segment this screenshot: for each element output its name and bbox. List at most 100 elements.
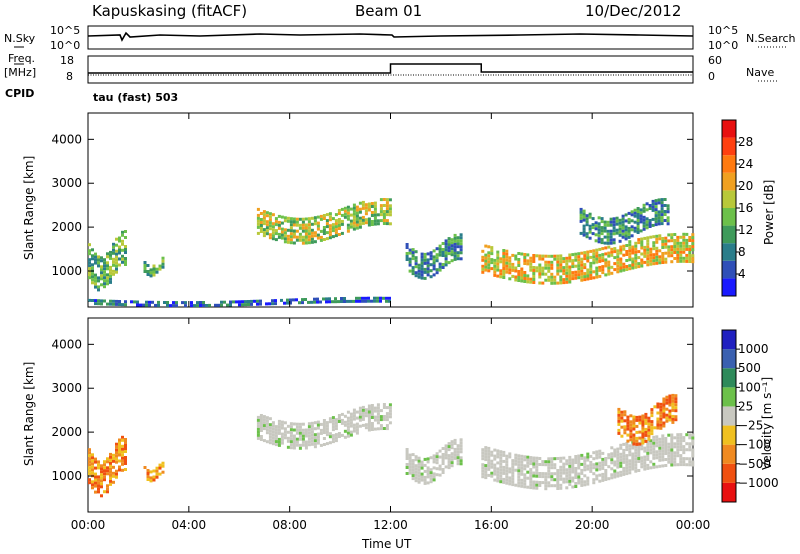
data-cell (121, 233, 124, 237)
data-cell (685, 244, 689, 248)
data-cell (438, 455, 442, 459)
data-cell (651, 199, 655, 203)
data-cell (652, 438, 656, 442)
data-cell (112, 263, 115, 267)
data-cell (520, 460, 524, 464)
data-cell (629, 429, 633, 433)
data-cell (484, 467, 488, 471)
data-cell (444, 242, 448, 246)
data-cell (367, 428, 371, 432)
noise-tick-bottom: 10^0 (50, 39, 81, 52)
data-cell (574, 473, 578, 476)
data-cell (553, 457, 557, 461)
data-cell (670, 442, 674, 446)
data-cell (496, 467, 500, 471)
data-cell (502, 261, 506, 264)
data-cell (268, 233, 272, 237)
data-cell (656, 420, 660, 424)
data-cell (529, 486, 533, 490)
data-cell (520, 454, 524, 458)
data-cell (453, 257, 457, 261)
data-cell (88, 454, 91, 458)
data-cell (612, 229, 616, 233)
data-cell (568, 479, 572, 483)
data-cell (441, 468, 445, 471)
data-cell (298, 443, 302, 447)
data-cell (606, 220, 610, 224)
data-cell (423, 258, 427, 262)
data-cell (124, 260, 127, 263)
data-cell (334, 219, 338, 223)
xtick-label: 00:00 (71, 518, 106, 532)
data-cell (640, 243, 644, 247)
data-cell (298, 217, 302, 221)
data-cell (426, 270, 430, 274)
data-cell (609, 235, 613, 239)
data-cell (643, 236, 647, 240)
data-cell (682, 460, 686, 464)
data-cell (355, 226, 359, 230)
data-cell (592, 276, 596, 280)
data-cell (325, 237, 329, 241)
data-cell (635, 442, 639, 446)
data-cell (94, 490, 97, 494)
data-cell (265, 419, 269, 423)
data-cell (385, 299, 388, 303)
data-cell (657, 210, 661, 214)
data-cell (671, 417, 675, 421)
data-cell (508, 271, 512, 275)
data-cell (651, 208, 655, 212)
data-cell (487, 260, 491, 264)
data-cell (487, 455, 491, 459)
data-cell (331, 217, 335, 221)
data-cell (679, 454, 683, 458)
data-cell (88, 270, 91, 274)
data-cell (313, 300, 316, 304)
data-cell (594, 233, 598, 237)
data-cell (484, 455, 488, 459)
data-cell (600, 238, 604, 242)
data-cell (601, 457, 605, 461)
data-cell (447, 237, 451, 241)
data-cell (490, 450, 494, 454)
data-cell (441, 242, 445, 245)
data-cell (647, 416, 651, 420)
data-cell (643, 446, 647, 450)
data-cell (121, 435, 124, 439)
data-cell (289, 220, 293, 224)
data-cell (307, 300, 310, 304)
data-cell (259, 224, 263, 227)
data-cell (562, 462, 566, 466)
data-cell (610, 473, 614, 477)
data-cell (490, 246, 494, 250)
data-cell (316, 432, 320, 436)
data-cell (157, 300, 160, 304)
data-cell (382, 406, 386, 409)
data-cell (441, 471, 445, 474)
data-cell (532, 281, 536, 284)
data-cell (331, 300, 334, 304)
data-cell (556, 484, 560, 487)
data-cell (307, 428, 311, 432)
data-cell (268, 221, 272, 225)
data-cell (97, 261, 100, 265)
data-cell (597, 240, 601, 244)
data-cell (661, 261, 665, 264)
noise-sky-line (87, 31, 694, 42)
ytick-label: 4000 (51, 337, 82, 351)
data-cell (124, 303, 127, 307)
ytick-label: 3000 (51, 176, 82, 190)
data-cell (586, 274, 590, 278)
data-cell (556, 481, 560, 484)
data-cell (411, 477, 415, 481)
data-cell (654, 211, 658, 215)
data-cell (655, 246, 659, 250)
data-cell (649, 235, 653, 239)
data-cell (612, 232, 616, 236)
data-cell (631, 251, 635, 255)
data-cell (660, 216, 664, 220)
data-cell (361, 411, 365, 415)
data-cell (456, 242, 460, 246)
data-cell (638, 442, 642, 446)
data-cell (670, 254, 674, 258)
